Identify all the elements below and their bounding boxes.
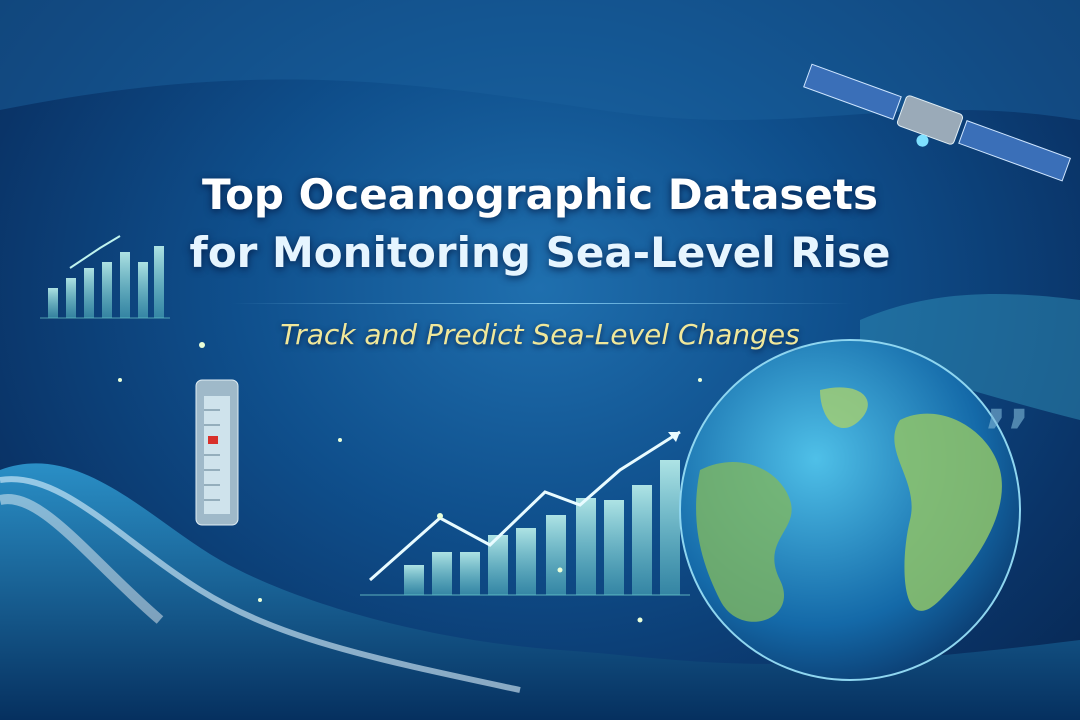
rising-bar-chart-icon <box>360 430 690 596</box>
foreground-wave <box>0 463 1080 720</box>
tide-gauge-icon <box>195 379 239 526</box>
satellite-icon <box>803 63 1072 182</box>
subtitle: Track and Predict Sea-Level Changes <box>280 318 800 351</box>
quote-icon: ,, <box>985 365 1031 435</box>
globe-icon <box>679 339 1021 681</box>
divider <box>232 303 852 304</box>
svg-text:,,: ,, <box>985 365 1031 435</box>
title-line-1: Top Oceanographic Datasets <box>202 170 878 219</box>
title-line-2: for Monitoring Sea-Level Rise <box>189 228 891 277</box>
top-waves <box>0 0 1080 120</box>
small-bar-chart-icon <box>40 235 170 319</box>
sparkles <box>118 342 702 623</box>
